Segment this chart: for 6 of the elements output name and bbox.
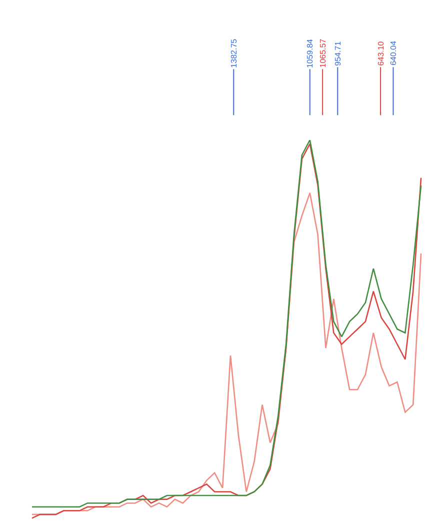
text: 1382.75 [229,38,238,68]
text: 954.71 [333,40,342,66]
text: 640.04 [389,40,398,66]
text: 1065.57 [318,38,328,68]
text: 643.10 [376,40,386,66]
text: 1059.84 [306,38,315,68]
